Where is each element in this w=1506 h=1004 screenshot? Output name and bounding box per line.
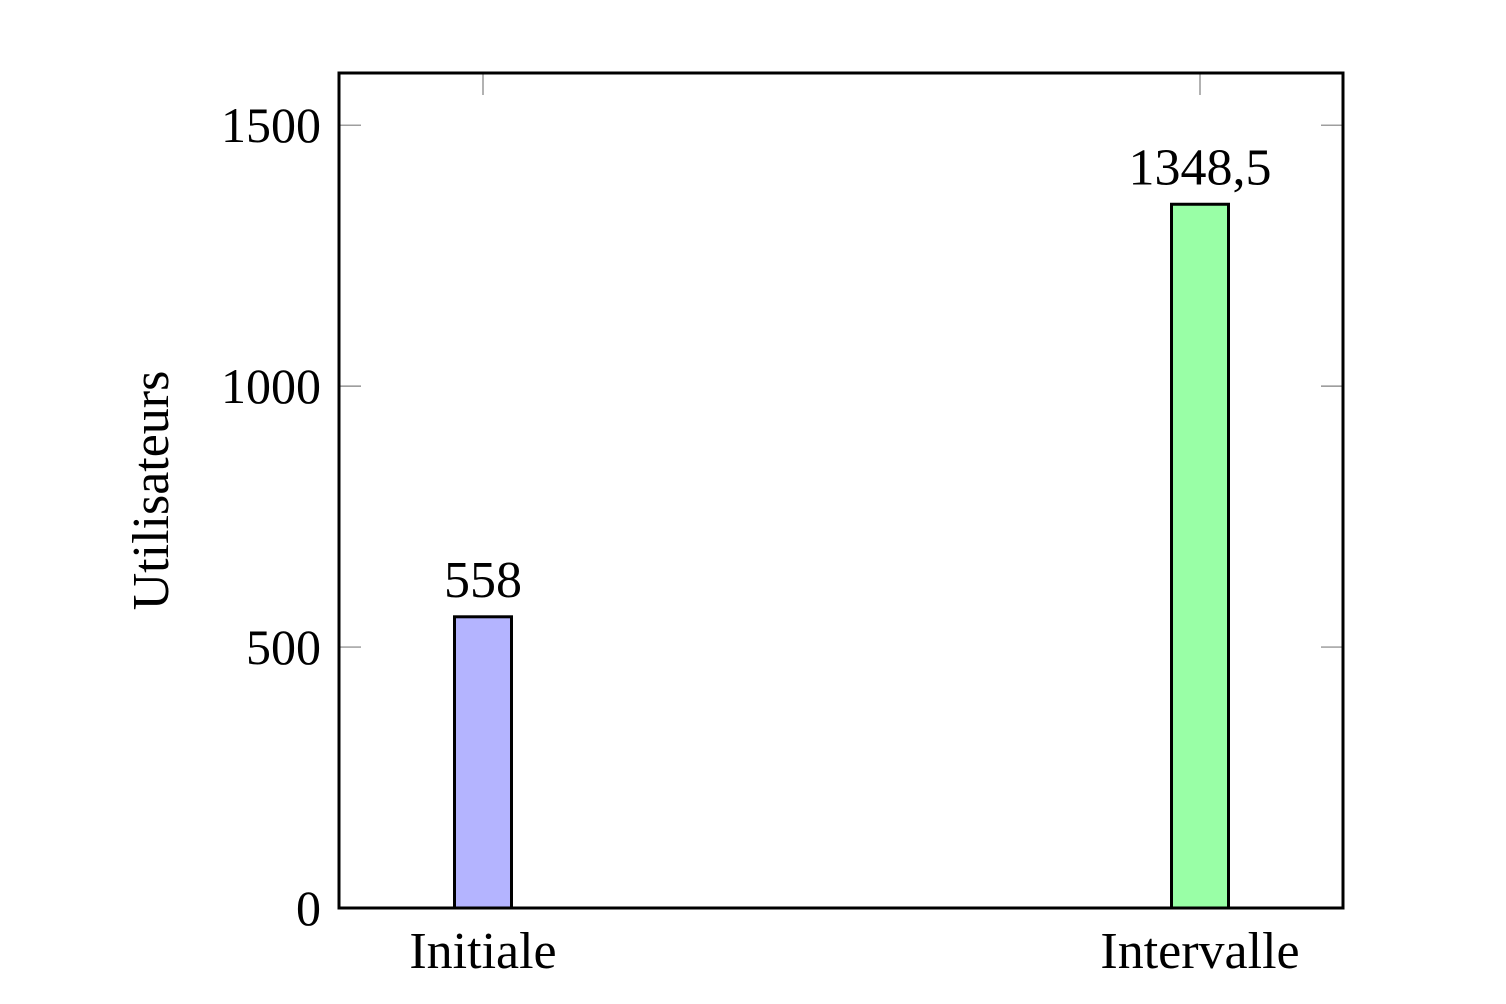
- bar-initiale: [453, 615, 513, 910]
- bars: [453, 202, 1230, 910]
- y-tick-label: 0: [296, 880, 321, 936]
- y-axis-label: Utilisateurs: [123, 371, 180, 611]
- x-category-label: Intervalle: [1100, 923, 1299, 980]
- y-tick-label: 500: [246, 619, 321, 675]
- value-label: 1348,5: [1129, 139, 1272, 196]
- y-tick-labels: 0 500 1000 1500: [221, 97, 321, 936]
- bar-intervalle: [1170, 202, 1230, 910]
- x-category-label: Initiale: [409, 923, 556, 980]
- y-tick-label: 1500: [221, 97, 321, 153]
- value-label: 558: [444, 552, 522, 609]
- category-labels: Initiale Intervalle: [409, 923, 1299, 980]
- value-labels: 558 1348,5: [444, 139, 1272, 609]
- y-tick-label: 1000: [221, 358, 321, 414]
- plot-frame: [337, 71, 1345, 910]
